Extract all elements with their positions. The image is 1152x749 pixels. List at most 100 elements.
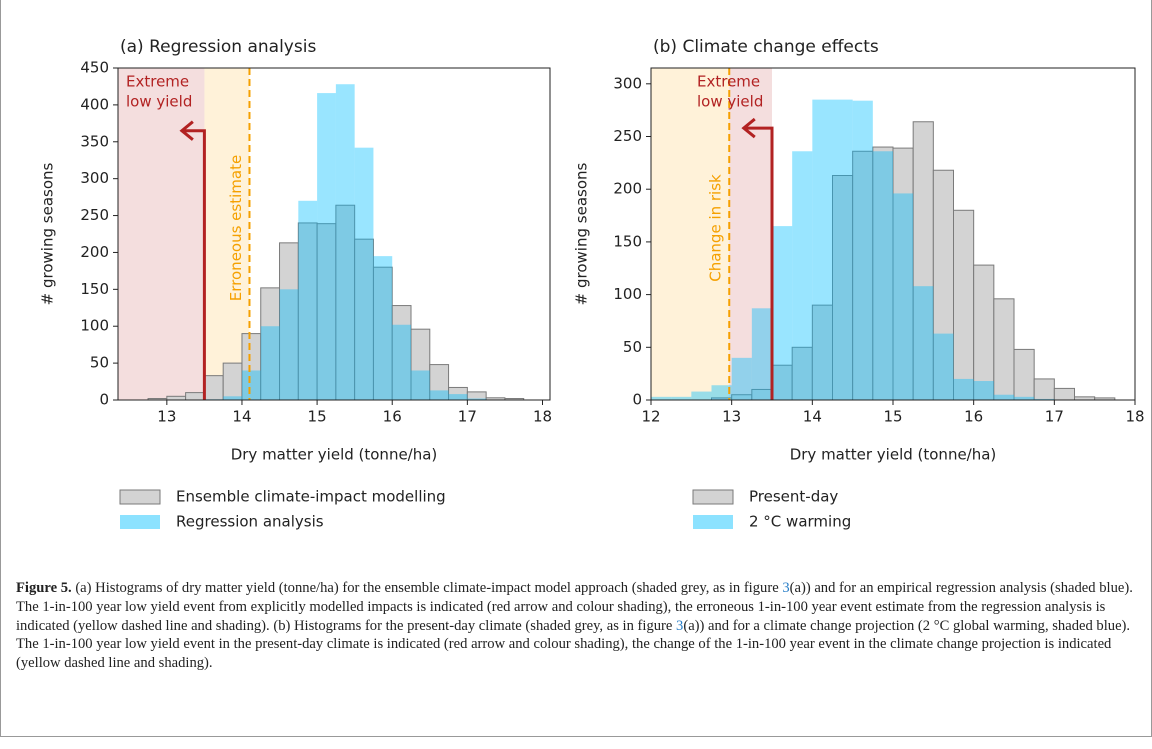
- y-tick-label: 300: [80, 169, 109, 187]
- x-tick-label: 14: [232, 408, 251, 426]
- histogram-bar: [448, 394, 468, 400]
- caption: Figure 5. (a) Histograms of dry matter y…: [16, 579, 1141, 673]
- x-tick-label: 14: [803, 408, 822, 426]
- histogram-bar: [279, 289, 299, 400]
- y-axis-label: # growing seasons: [573, 162, 591, 305]
- annotation: Extreme: [126, 73, 189, 91]
- histogram-bar: [993, 394, 1014, 400]
- caption-label: Figure 5.: [16, 580, 72, 596]
- histogram-bar: [953, 378, 974, 400]
- y-tick-label: 200: [613, 180, 642, 198]
- x-tick-label: 17: [1045, 408, 1064, 426]
- y-tick-label: 50: [90, 354, 109, 372]
- figure-link[interactable]: 3: [676, 617, 684, 634]
- histogram-bar: [711, 385, 732, 400]
- histogram-bar: [298, 200, 318, 400]
- histogram-bar: [832, 99, 853, 400]
- y-tick-label: 250: [613, 127, 642, 145]
- legend-swatch: [692, 489, 734, 505]
- arrow: [179, 120, 206, 400]
- chart-title: (a) Regression analysis: [120, 37, 316, 57]
- x-tick-label: 16: [964, 408, 983, 426]
- histogram-bar: [1053, 387, 1076, 401]
- histogram-bar: [852, 100, 873, 400]
- legend-swatch: [119, 489, 161, 505]
- caption-text: (a)) and for a climate change projection…: [16, 617, 1131, 672]
- histogram-bar: [373, 256, 393, 400]
- histogram-bar: [792, 151, 813, 400]
- annotation: Extreme: [697, 73, 760, 91]
- histogram-bar: [260, 326, 280, 400]
- histogram-bar: [812, 99, 833, 400]
- histogram-bar: [185, 392, 205, 401]
- y-tick-label: 100: [80, 317, 109, 335]
- histogram-bar: [467, 398, 487, 400]
- histogram-bar: [354, 147, 374, 400]
- histogram-bar: [223, 396, 242, 400]
- histogram-bar: [872, 151, 893, 400]
- y-axis-label: # growing seasons: [39, 162, 57, 305]
- y-tick-label: 200: [80, 243, 109, 261]
- histogram-bar: [691, 391, 712, 400]
- annotation: Erroneous estimate: [227, 155, 245, 301]
- plot-frame: [117, 67, 551, 401]
- legend-swatch: [120, 515, 160, 529]
- histogram-bar: [222, 362, 243, 401]
- histogram-bar: [893, 193, 914, 400]
- histogram-bar: [392, 324, 412, 400]
- x-tick-label: 15: [308, 408, 327, 426]
- y-tick-label: 0: [99, 391, 109, 409]
- x-axis-label: Dry matter yield (tonne/ha): [790, 446, 997, 464]
- histogram-bar: [993, 298, 1015, 401]
- annotation: Change in risk: [707, 174, 725, 282]
- x-axis-label: Dry matter yield (tonne/ha): [231, 446, 438, 464]
- histogram-bar: [429, 390, 449, 400]
- histogram-bar: [671, 396, 692, 400]
- y-tick-label: 150: [613, 232, 642, 250]
- figure-link[interactable]: 3: [782, 580, 790, 596]
- histogram-bar: [1013, 348, 1035, 401]
- x-tick-label: 13: [722, 408, 741, 426]
- legend-label: Ensemble climate-impact modelling: [176, 488, 446, 506]
- caption-text: (a)) and for an empirical regression ana…: [16, 580, 1133, 634]
- histogram-bar: [731, 357, 752, 400]
- annotation: low yield: [697, 93, 763, 111]
- arrow: [741, 117, 774, 400]
- histogram-bar: [411, 370, 430, 400]
- histogram-bar: [317, 93, 336, 400]
- annotation: low yield: [126, 93, 192, 111]
- histogram-bar: [772, 226, 793, 400]
- histogram-bar: [973, 264, 995, 401]
- histogram-bar: [651, 396, 672, 400]
- histogram-bar: [751, 308, 772, 400]
- legend-label: 2 °C warming: [749, 513, 851, 531]
- histogram-bar: [953, 209, 975, 401]
- histogram-bar: [913, 286, 934, 400]
- y-tick-label: 400: [80, 95, 109, 113]
- legend-label: Regression analysis: [176, 513, 324, 531]
- y-tick-label: 300: [613, 74, 642, 92]
- chart-title: (b) Climate change effects: [653, 37, 879, 57]
- histogram-bar: [166, 395, 187, 401]
- y-tick-label: 250: [80, 206, 109, 224]
- histogram-bar: [241, 370, 261, 400]
- x-tick-label: 18: [533, 408, 552, 426]
- y-tick-label: 50: [623, 338, 642, 356]
- x-tick-label: 15: [883, 408, 902, 426]
- y-tick-label: 150: [80, 280, 109, 298]
- y-tick-label: 350: [80, 132, 109, 150]
- histogram-bar: [973, 381, 994, 400]
- y-tick-label: 100: [613, 285, 642, 303]
- x-tick-label: 16: [383, 408, 402, 426]
- x-tick-label: 12: [641, 408, 660, 426]
- histogram-bar: [203, 375, 224, 401]
- y-tick-label: 0: [632, 391, 642, 409]
- legend-swatch: [693, 515, 733, 529]
- histogram-bar: [933, 333, 954, 400]
- x-tick-label: 13: [157, 408, 176, 426]
- histogram-bar: [335, 84, 355, 400]
- figure: Extreme low yield Erroneous estimate 13 14 15…: [39, 37, 1145, 531]
- histogram-bar: [1033, 378, 1055, 401]
- shaded-region: [651, 68, 730, 400]
